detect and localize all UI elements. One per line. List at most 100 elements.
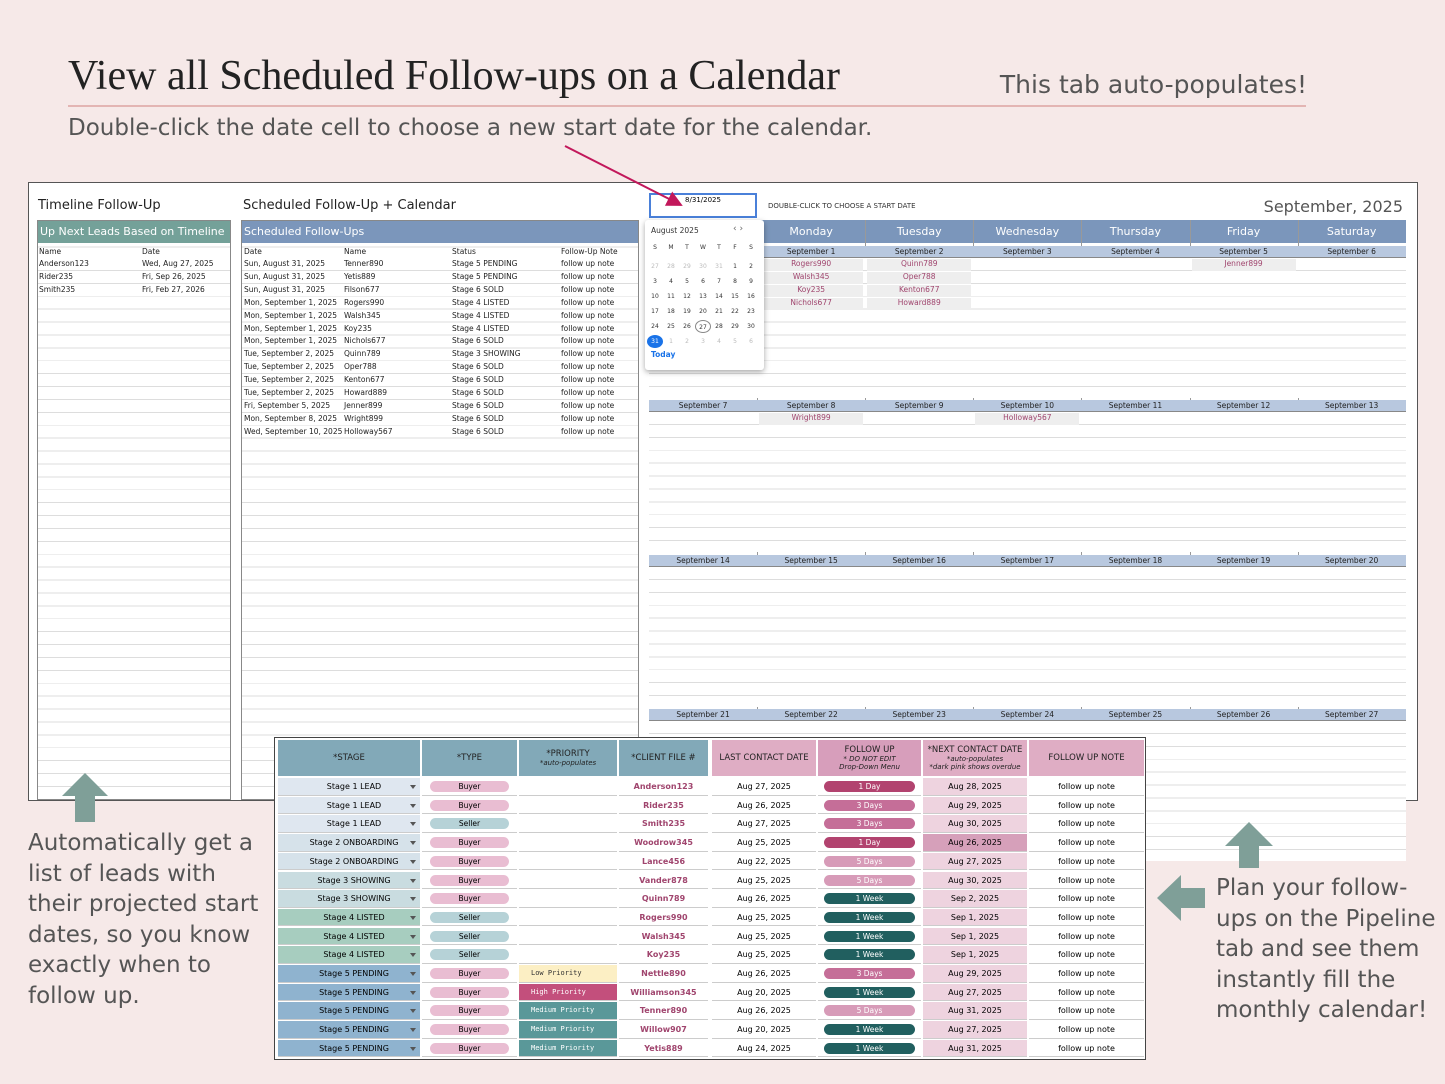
type-pill: Buyer: [430, 1024, 509, 1036]
dropdown-icon: [410, 859, 416, 864]
cell: Sep 1, 2025: [923, 946, 1027, 964]
cell: follow up note: [561, 310, 615, 320]
cell: Smith235: [619, 815, 708, 833]
cell: Buyer: [422, 1039, 517, 1058]
stage: Stage 5 PENDING: [319, 969, 389, 978]
cell: Wed, September 10, 2025: [244, 426, 343, 436]
cell-text: Sep 1, 2025: [950, 931, 1000, 941]
cell: Aug 25, 2025: [712, 908, 816, 927]
cell: Buyer: [422, 834, 517, 852]
cell: [519, 778, 617, 796]
cell: 1 Day: [818, 778, 921, 796]
cell: follow up note: [1029, 927, 1144, 946]
cell: Vander878: [619, 871, 708, 889]
header-cell: *NEXT CONTACT DATE *auto-populates *dark p…: [923, 740, 1027, 776]
header-text: *PRIORITY: [546, 749, 590, 759]
date-hint: DOUBLE-CLICK TO CHOOSE A START DATE: [768, 202, 916, 210]
cell: Mon, September 8, 2025: [244, 413, 338, 423]
picker-day: 13: [699, 293, 707, 300]
stage: Stage 4 LISTED: [323, 950, 385, 960]
calendar-entry: Jenner899: [1191, 259, 1296, 271]
picker-day: 27: [695, 320, 711, 333]
cell: Holloway567: [344, 426, 393, 436]
calendar-date: September 20: [1324, 555, 1379, 565]
cell: follow up note: [1029, 1039, 1144, 1058]
cell-text: Aug 30, 2025: [948, 819, 1002, 829]
cell: [519, 890, 617, 908]
picker-day: 29: [683, 263, 691, 270]
picker-day: 6: [701, 278, 705, 285]
type-pill: Buyer: [430, 799, 509, 811]
picker-day: 21: [715, 308, 723, 315]
cell: Aug 20, 2025: [712, 1021, 816, 1039]
column-header: Follow-Up Note: [561, 247, 618, 256]
cell: Tue, September 2, 2025: [244, 388, 335, 397]
picker-weekday: F: [733, 244, 737, 251]
calendar-date: September 2: [894, 247, 944, 256]
cell-text: Koy235: [646, 950, 681, 960]
stage: Stage 2 ONBOARDING: [309, 838, 399, 848]
title-rule: [68, 105, 1306, 107]
cell-text: follow up note: [1058, 950, 1115, 960]
header-text: * DO NOT EDIT: [843, 755, 896, 763]
cell: Stage 6 SOLD: [452, 400, 504, 410]
cell-text: Aug 31, 2025: [948, 1006, 1002, 1016]
cell: Aug 27, 2025: [712, 778, 816, 796]
cell-text: Aug 26, 2025: [737, 800, 791, 810]
cell: follow up note: [1029, 908, 1144, 927]
picker-weekday: M: [668, 244, 674, 251]
day-name: Monday: [789, 225, 833, 238]
cell-text: Anderson123: [633, 782, 694, 791]
cell: Buyer: [422, 852, 517, 871]
cell-text: Medium Priority: [531, 1025, 595, 1034]
followup-pill: 3 Days: [824, 818, 915, 830]
instruction: Double-click the date cell to choose a n…: [68, 115, 873, 141]
cell: Koy235: [619, 946, 708, 964]
cell-text: Aug 28, 2025: [948, 782, 1002, 791]
type-pill: Buyer: [430, 837, 509, 849]
cell-text: follow up note: [1058, 875, 1115, 885]
cell: Stage 4 LISTED: [278, 908, 420, 927]
picker-day: 18: [667, 308, 675, 315]
callout-text: Plan your follow-: [1216, 875, 1408, 901]
picker-day: 2: [685, 338, 689, 345]
dropdown-icon: [410, 897, 416, 902]
dropdown-icon: [410, 953, 416, 958]
picker-day: 20: [699, 308, 707, 315]
cell-text: Aug 30, 2025: [948, 875, 1002, 885]
picker-day: 17: [651, 308, 659, 315]
cell: Oper788: [344, 362, 377, 372]
cell: Seller: [422, 946, 517, 964]
header-text: FOLLOW UP NOTE: [1048, 753, 1125, 763]
stage: Stage 3 SHOWING: [317, 894, 391, 904]
cell: Tenner890: [344, 259, 384, 268]
cell: Fri, September 5, 2025: [244, 400, 331, 410]
cell: [519, 946, 617, 964]
calendar-date: September 14: [676, 555, 730, 565]
cell: Buyer: [422, 778, 517, 796]
cell-text: Walsh345: [641, 931, 686, 941]
cell: Stage 5 PENDING: [452, 259, 518, 268]
picker-day: 19: [683, 308, 691, 315]
column-header: Status: [452, 247, 476, 256]
column-header: Name: [39, 247, 62, 256]
cell-text: Aug 29, 2025: [948, 969, 1002, 978]
cell: [519, 852, 617, 871]
callout-text: follow up.: [28, 983, 140, 1009]
cell: Sun, August 31, 2025: [244, 271, 326, 281]
cell-text: Aug 26, 2025: [737, 1006, 791, 1016]
calendar-header-bar: [649, 220, 1406, 243]
type-pill: Buyer: [430, 968, 509, 979]
stage: Stage 3 SHOWING: [317, 875, 391, 885]
section-title: Timeline Follow-Up: [38, 198, 161, 213]
cell: [519, 796, 617, 815]
callout-text: their projected start: [28, 891, 259, 918]
picker-day: 6: [749, 338, 753, 345]
cell-text: Aug 25, 2025: [737, 950, 791, 960]
cell: Aug 27, 2025: [923, 983, 1027, 1002]
header-text: *CLIENT FILE #: [631, 753, 696, 763]
type-pill: Seller: [430, 930, 509, 942]
cell-text: Aug 20, 2025: [737, 1025, 791, 1035]
cell: Stage 1 LEAD: [278, 778, 420, 796]
header-text: *TYPE: [456, 753, 483, 763]
